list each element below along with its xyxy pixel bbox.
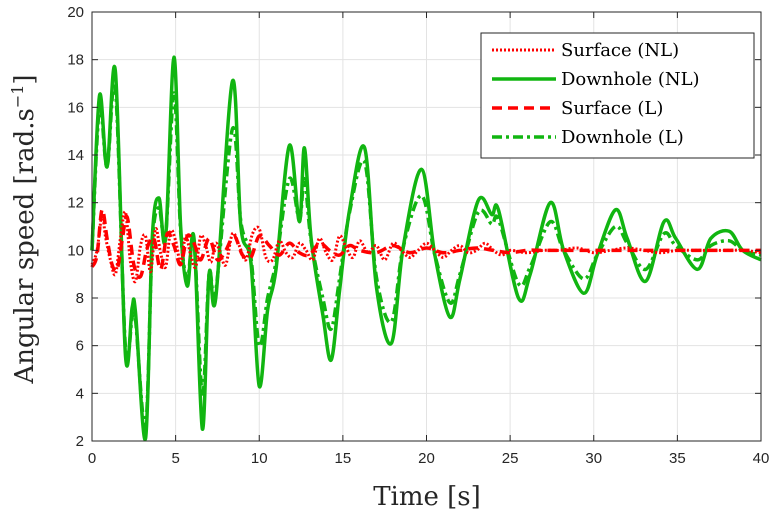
legend: Surface (NL) Downhole (NL) Surface (L) Down… bbox=[480, 32, 755, 159]
x-tick-label: 10 bbox=[251, 450, 268, 467]
x-tick-label: 40 bbox=[753, 450, 770, 467]
x-tick-label: 0 bbox=[88, 450, 96, 467]
y-axis-label-end: ] bbox=[10, 74, 40, 84]
series-line-surface-l bbox=[90, 208, 761, 280]
y-tick-label: 8 bbox=[76, 290, 84, 307]
x-tick-label: 15 bbox=[335, 450, 352, 467]
legend-label-downhole-nl: Downhole (NL) bbox=[561, 69, 700, 90]
x-tick-label: 5 bbox=[171, 450, 179, 467]
x-tick-label: 20 bbox=[418, 450, 435, 467]
x-axis-label: Time [s] bbox=[373, 482, 481, 512]
series-line-downhole-nl bbox=[90, 55, 762, 442]
y-tick-label: 10 bbox=[67, 242, 84, 259]
x-axis-ticks: 0 5 10 15 20 25 30 35 40 bbox=[88, 12, 770, 467]
y-axis-ticks: 2 4 6 8 10 12 14 16 18 20 bbox=[67, 4, 761, 450]
y-tick-label: 12 bbox=[67, 195, 84, 212]
legend-label-surface-l: Surface (L) bbox=[561, 98, 663, 119]
legend-label-surface-nl: Surface (NL) bbox=[561, 40, 679, 61]
x-tick-label: 35 bbox=[669, 450, 686, 467]
x-tick-label: 30 bbox=[585, 450, 602, 467]
series-line-surface-nl bbox=[90, 210, 762, 284]
y-axis-label: Angular speed [rad.s−1] bbox=[8, 74, 40, 384]
plot-series bbox=[90, 55, 762, 442]
y-tick-label: 14 bbox=[67, 147, 84, 164]
y-tick-label: 4 bbox=[76, 385, 84, 402]
legend-label-downhole-l: Downhole (L) bbox=[561, 127, 684, 148]
y-tick-label: 20 bbox=[67, 4, 84, 21]
y-tick-label: 18 bbox=[67, 52, 84, 69]
y-axis-label-main: Angular speed [rad.s bbox=[10, 108, 40, 384]
y-tick-label: 16 bbox=[67, 99, 84, 116]
x-tick-label: 25 bbox=[502, 450, 519, 467]
y-tick-label: 6 bbox=[76, 338, 84, 355]
y-axis-label-superscript: −1 bbox=[8, 85, 27, 109]
legend-box bbox=[480, 32, 755, 159]
y-tick-label: 2 bbox=[76, 433, 84, 450]
